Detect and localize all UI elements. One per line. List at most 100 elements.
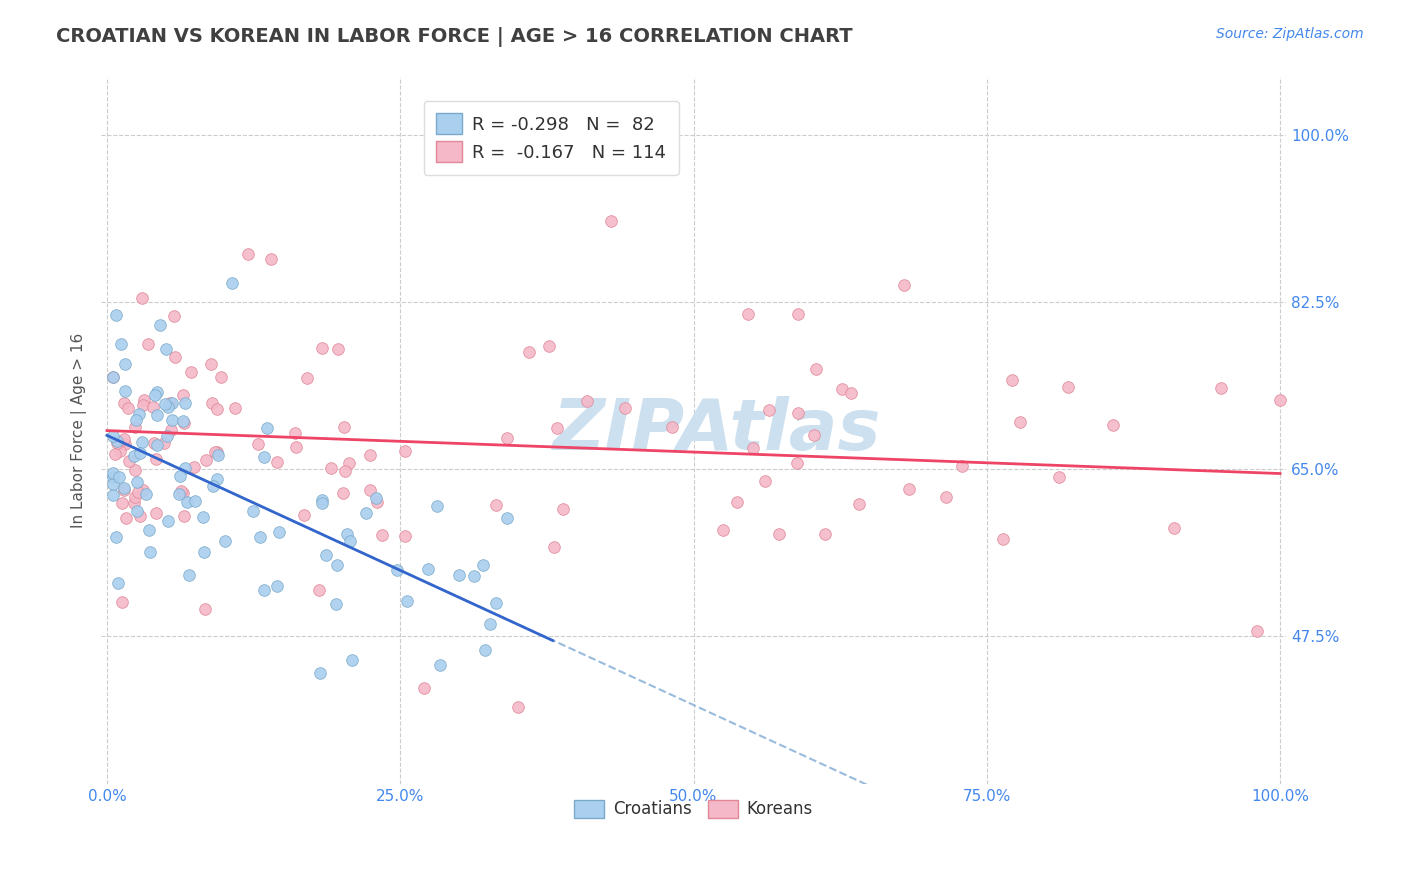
Point — [315, 548, 337, 562]
Point — [145, 452, 167, 467]
Point — [138, 545, 160, 559]
Point — [127, 484, 149, 499]
Point — [194, 601, 217, 615]
Point — [111, 496, 134, 510]
Point — [359, 448, 381, 462]
Point — [214, 533, 236, 548]
Y-axis label: In Labor Force | Age > 16: In Labor Force | Age > 16 — [72, 333, 87, 528]
Point — [768, 526, 790, 541]
Point — [366, 494, 388, 508]
Point — [249, 530, 271, 544]
Point — [132, 483, 155, 497]
Point — [661, 420, 683, 434]
Point — [160, 413, 183, 427]
Point — [136, 336, 159, 351]
Point — [485, 596, 508, 610]
Point — [195, 453, 218, 467]
Point — [342, 653, 364, 667]
Point — [124, 490, 146, 504]
Point — [537, 339, 560, 353]
Point — [576, 394, 599, 409]
Point — [325, 597, 347, 611]
Point — [167, 487, 190, 501]
Point — [478, 616, 501, 631]
Point — [173, 508, 195, 523]
Point — [124, 463, 146, 477]
Point — [950, 458, 973, 473]
Point — [364, 491, 387, 505]
Point — [336, 527, 359, 541]
Point — [1101, 417, 1123, 432]
Point — [112, 481, 135, 495]
Point — [112, 432, 135, 446]
Point — [256, 421, 278, 435]
Point — [184, 494, 207, 508]
Point — [741, 441, 763, 455]
Point — [394, 443, 416, 458]
Point — [517, 344, 540, 359]
Point — [117, 401, 139, 416]
Point — [112, 396, 135, 410]
Point — [201, 479, 224, 493]
Point — [332, 486, 354, 500]
Point — [145, 506, 167, 520]
Point — [613, 401, 636, 416]
Point — [754, 474, 776, 488]
Point — [118, 453, 141, 467]
Point — [328, 342, 350, 356]
Point — [474, 642, 496, 657]
Point — [110, 336, 132, 351]
Point — [101, 477, 124, 491]
Point — [177, 568, 200, 582]
Point — [124, 419, 146, 434]
Point — [131, 435, 153, 450]
Point — [1056, 379, 1078, 393]
Point — [125, 413, 148, 427]
Point — [172, 388, 194, 402]
Point — [294, 508, 316, 522]
Point — [209, 370, 232, 384]
Point — [991, 533, 1014, 547]
Point — [135, 487, 157, 501]
Point — [153, 397, 176, 411]
Point — [107, 470, 129, 484]
Point — [758, 403, 780, 417]
Point — [172, 414, 194, 428]
Point — [1246, 624, 1268, 638]
Point — [786, 406, 808, 420]
Text: ZIPAtlas: ZIPAtlas — [553, 396, 882, 465]
Point — [205, 472, 228, 486]
Point — [104, 308, 127, 322]
Point — [737, 307, 759, 321]
Point — [311, 496, 333, 510]
Point — [143, 388, 166, 402]
Point — [309, 666, 332, 681]
Point — [356, 506, 378, 520]
Point — [1001, 373, 1024, 387]
Point — [200, 358, 222, 372]
Legend: Croatians, Koreans: Croatians, Koreans — [568, 793, 820, 825]
Point — [155, 343, 177, 357]
Point — [224, 401, 246, 416]
Point — [831, 382, 853, 396]
Point — [141, 400, 163, 414]
Point — [1163, 521, 1185, 535]
Point — [170, 484, 193, 499]
Point — [176, 495, 198, 509]
Point — [786, 307, 808, 321]
Point — [205, 445, 228, 459]
Point — [339, 533, 361, 548]
Point — [253, 583, 276, 598]
Point — [191, 510, 214, 524]
Point — [395, 594, 418, 608]
Point — [129, 508, 152, 523]
Point — [804, 362, 827, 376]
Point — [803, 427, 825, 442]
Point — [163, 310, 186, 324]
Point — [786, 456, 808, 470]
Point — [104, 447, 127, 461]
Point — [165, 350, 187, 364]
Point — [128, 445, 150, 459]
Point — [600, 213, 623, 227]
Point — [472, 558, 495, 572]
